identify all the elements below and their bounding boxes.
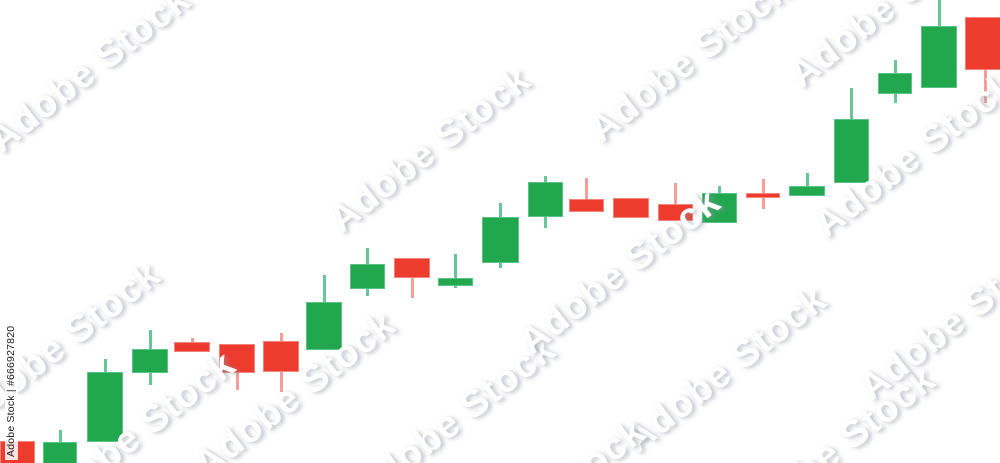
candle-up xyxy=(306,302,342,350)
candle-up xyxy=(482,217,519,263)
watermark-text: Adobe Stock xyxy=(185,303,404,463)
candle-wick xyxy=(674,183,677,221)
candle-down xyxy=(263,341,299,372)
candle-down xyxy=(746,193,780,198)
watermark-text: Adobe Stock xyxy=(436,410,654,463)
candle-up xyxy=(350,264,385,289)
candle-up xyxy=(702,193,737,223)
candle-down xyxy=(658,204,693,221)
candle-down xyxy=(394,258,430,278)
candle-wick xyxy=(410,258,414,298)
candle-up xyxy=(878,73,912,94)
candle-down xyxy=(965,17,1000,70)
candle-up xyxy=(921,26,957,88)
watermark-text: Adobe Stock xyxy=(580,0,799,152)
watermark-text: Adobe Stock xyxy=(0,0,199,162)
watermark-text: Adobe Stock xyxy=(725,358,944,463)
watermark-text: Adobe Stock xyxy=(850,226,1000,410)
watermark-text: Adobe Stock xyxy=(616,278,835,462)
candle-up xyxy=(132,349,168,373)
watermark-text: Adobe Stock xyxy=(345,328,564,463)
candle-wick xyxy=(805,173,809,196)
candle-up xyxy=(528,182,563,217)
watermark-text: Adobe Stock xyxy=(320,58,539,242)
candle-wick xyxy=(585,178,588,212)
candle-down xyxy=(613,198,649,218)
candle-down xyxy=(569,199,604,212)
candle-down xyxy=(174,342,210,352)
stock-id-text: Adobe Stock | #666927820 xyxy=(5,322,18,460)
candle-down xyxy=(219,344,255,373)
candle-up xyxy=(87,372,123,442)
candle-up xyxy=(438,278,473,286)
candle-up xyxy=(43,442,77,463)
candle-up xyxy=(834,119,869,183)
candle-wick xyxy=(454,254,457,288)
candle-up xyxy=(789,186,825,196)
watermark-text: Adobe Stock xyxy=(0,253,169,437)
stock-id-watermark: Adobe Stock | #666927820 xyxy=(5,322,155,461)
